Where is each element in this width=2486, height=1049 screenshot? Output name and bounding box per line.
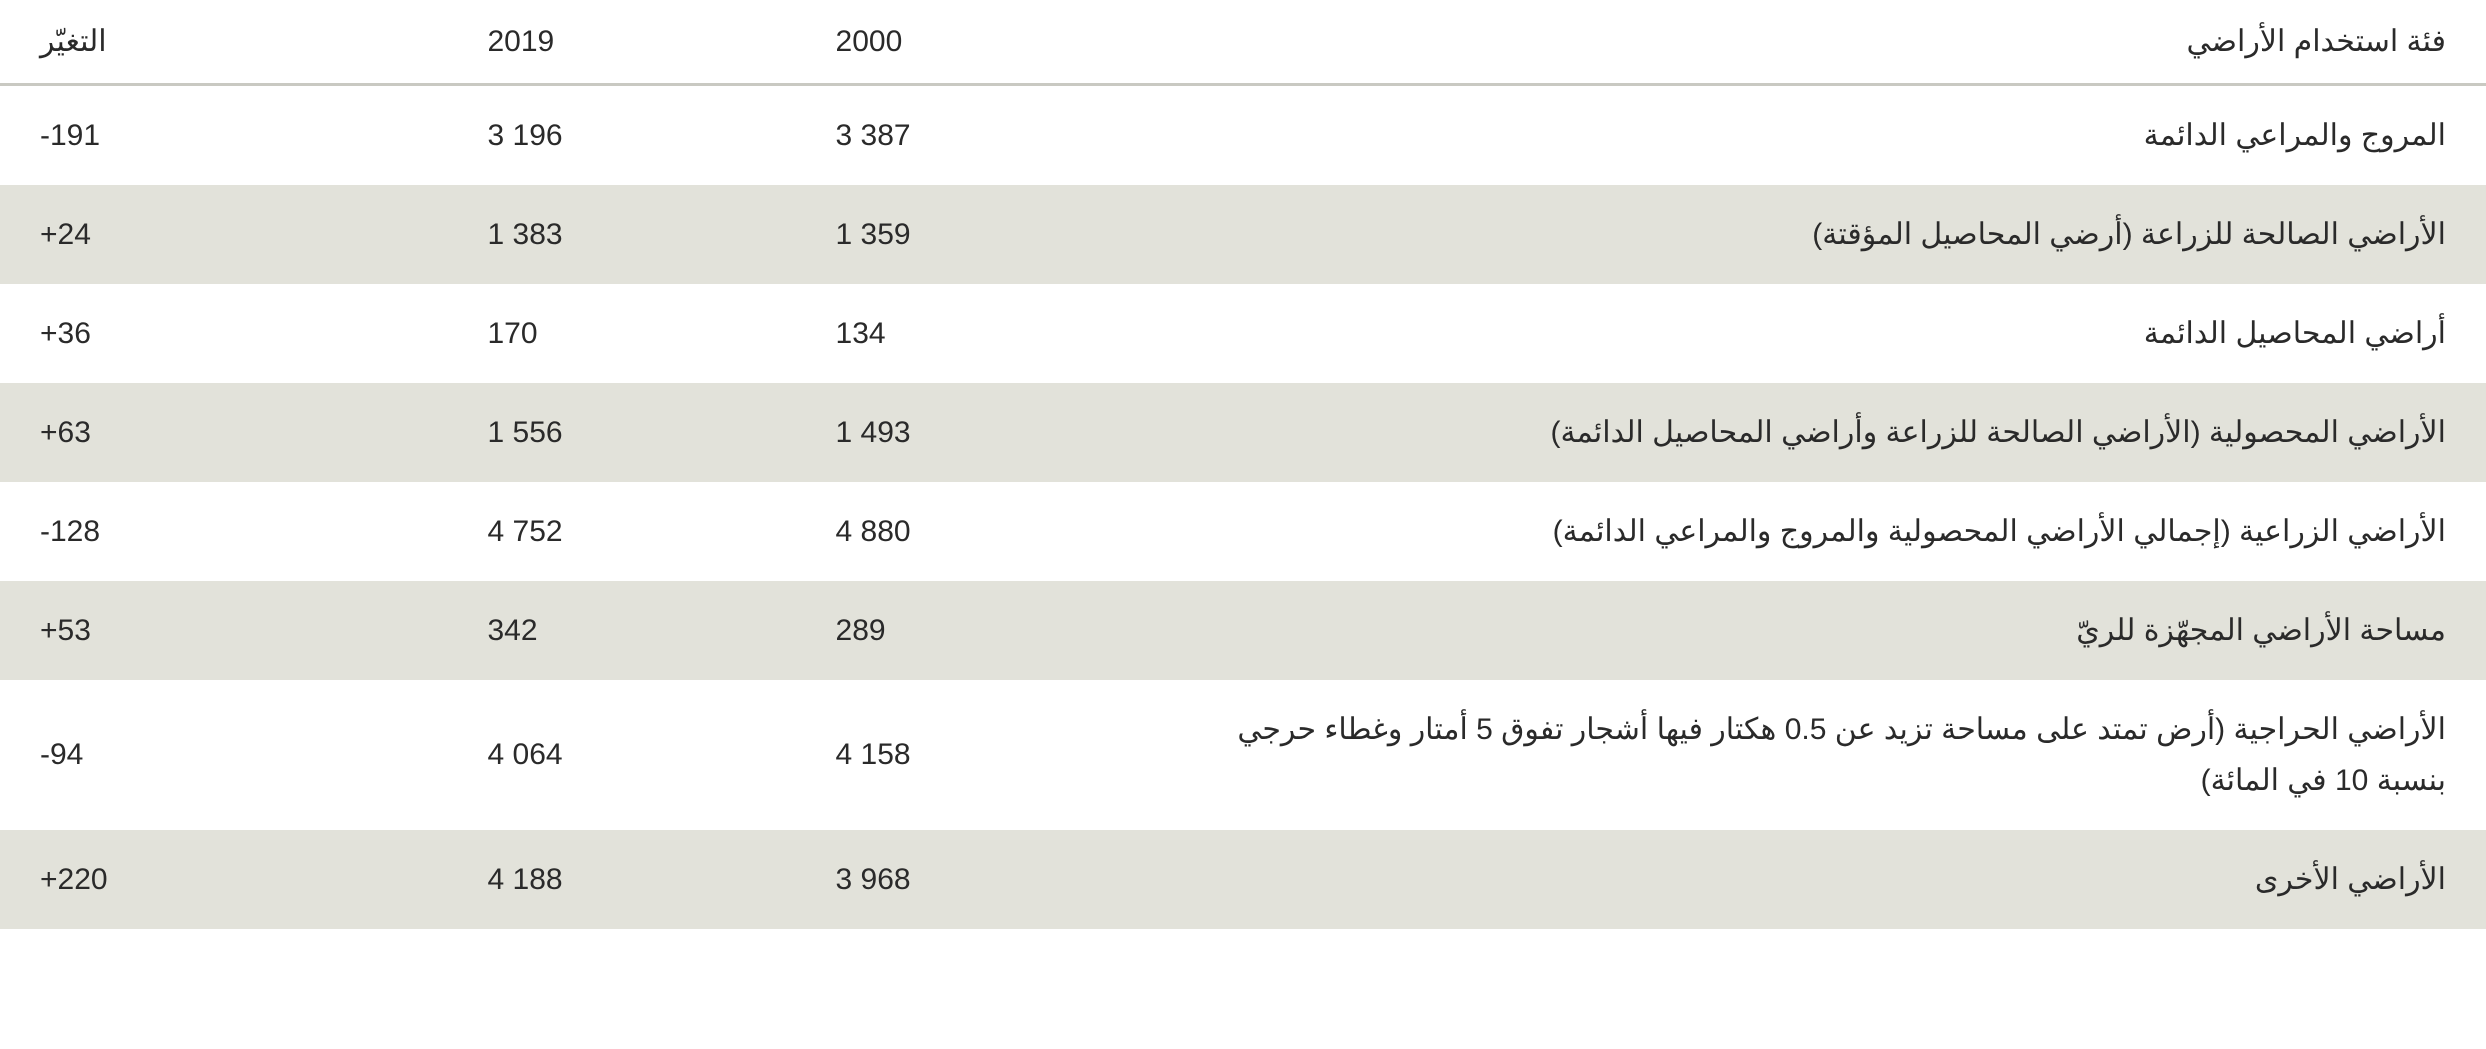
cell-change: -94	[0, 680, 447, 830]
cell-2000: 1 359	[796, 185, 1144, 284]
col-header-change: التغيّر	[0, 0, 447, 85]
cell-2019: 4 064	[447, 680, 795, 830]
col-header-2019: 2019	[447, 0, 795, 85]
cell-2000: 1 493	[796, 383, 1144, 482]
table-row: الأراضي الأخرى 3 968 4 188 +220	[0, 830, 2486, 929]
table-row: الأراضي الصالحة للزراعة (أرضي المحاصيل ا…	[0, 185, 2486, 284]
table-row: الأراضي الزراعية (إجمالي الأراضي المحصول…	[0, 482, 2486, 581]
cell-2000: 134	[796, 284, 1144, 383]
col-header-category: فئة استخدام الأراضي	[1144, 0, 2486, 85]
cell-2019: 3 196	[447, 85, 795, 186]
cell-2019: 1 383	[447, 185, 795, 284]
cell-2019: 170	[447, 284, 795, 383]
cell-change: -191	[0, 85, 447, 186]
cell-2000: 3 968	[796, 830, 1144, 929]
cell-category: المروج والمراعي الدائمة	[1144, 85, 2486, 186]
cell-2019: 1 556	[447, 383, 795, 482]
land-use-table: فئة استخدام الأراضي 2000 2019 التغيّر ال…	[0, 0, 2486, 929]
cell-category: الأراضي الحراجية (أرض تمتد على مساحة تزي…	[1144, 680, 2486, 830]
cell-2000: 289	[796, 581, 1144, 680]
cell-2019: 4 188	[447, 830, 795, 929]
cell-category: الأراضي المحصولية (الأراضي الصالحة للزرا…	[1144, 383, 2486, 482]
cell-category: الأراضي الزراعية (إجمالي الأراضي المحصول…	[1144, 482, 2486, 581]
table-row: المروج والمراعي الدائمة 3 387 3 196 -191	[0, 85, 2486, 186]
cell-change: +63	[0, 383, 447, 482]
col-header-2000: 2000	[796, 0, 1144, 85]
cell-change: +53	[0, 581, 447, 680]
table-row: أراضي المحاصيل الدائمة 134 170 +36	[0, 284, 2486, 383]
land-use-table-container: فئة استخدام الأراضي 2000 2019 التغيّر ال…	[0, 0, 2486, 929]
cell-2000: 4 158	[796, 680, 1144, 830]
cell-category: مساحة الأراضي المجهّزة للريّ	[1144, 581, 2486, 680]
cell-2019: 342	[447, 581, 795, 680]
cell-change: -128	[0, 482, 447, 581]
cell-category: الأراضي الصالحة للزراعة (أرضي المحاصيل ا…	[1144, 185, 2486, 284]
table-header-row: فئة استخدام الأراضي 2000 2019 التغيّر	[0, 0, 2486, 85]
cell-change: +220	[0, 830, 447, 929]
cell-category: الأراضي الأخرى	[1144, 830, 2486, 929]
cell-category: أراضي المحاصيل الدائمة	[1144, 284, 2486, 383]
table-row: مساحة الأراضي المجهّزة للريّ 289 342 +53	[0, 581, 2486, 680]
cell-2019: 4 752	[447, 482, 795, 581]
table-body: المروج والمراعي الدائمة 3 387 3 196 -191…	[0, 85, 2486, 930]
table-row: الأراضي المحصولية (الأراضي الصالحة للزرا…	[0, 383, 2486, 482]
table-row: الأراضي الحراجية (أرض تمتد على مساحة تزي…	[0, 680, 2486, 830]
cell-2000: 3 387	[796, 85, 1144, 186]
cell-change: +36	[0, 284, 447, 383]
cell-2000: 4 880	[796, 482, 1144, 581]
cell-change: +24	[0, 185, 447, 284]
